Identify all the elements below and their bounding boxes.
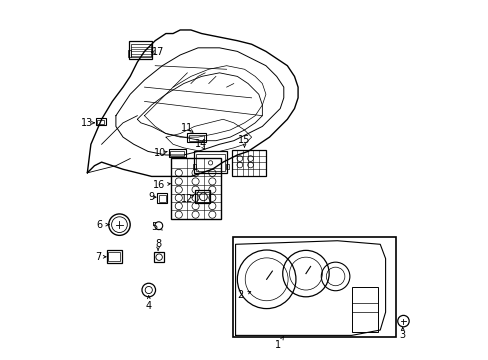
Bar [195, 190, 210, 203]
Bar [127, 50, 131, 58]
Bar [193, 164, 196, 169]
Bar [107, 250, 122, 263]
Text: 9: 9 [148, 192, 154, 202]
Text: 11: 11 [181, 123, 193, 133]
Bar [233, 237, 395, 337]
Text: 1: 1 [275, 340, 281, 350]
Text: 10: 10 [154, 148, 166, 158]
Bar [129, 41, 152, 59]
Text: 13: 13 [81, 118, 93, 128]
Bar [196, 154, 225, 171]
Bar [194, 152, 226, 173]
Bar [97, 120, 103, 124]
Bar [231, 150, 265, 176]
Bar [170, 158, 220, 219]
Text: 6: 6 [97, 220, 102, 230]
Text: 5: 5 [151, 222, 157, 232]
Bar [157, 193, 167, 203]
Text: 4: 4 [145, 301, 151, 311]
Bar [351, 287, 378, 332]
Bar [225, 164, 228, 169]
Bar [95, 118, 105, 125]
Text: 16: 16 [153, 180, 165, 190]
Bar [187, 133, 205, 142]
Bar [188, 135, 203, 141]
Bar [108, 252, 120, 261]
Text: 8: 8 [155, 239, 161, 249]
Bar [153, 252, 164, 262]
Bar [196, 192, 208, 202]
Bar [168, 149, 185, 157]
Bar [159, 195, 165, 202]
Bar [170, 151, 183, 156]
Text: 2: 2 [237, 290, 243, 300]
Text: 15: 15 [238, 135, 250, 145]
Text: 12: 12 [181, 194, 193, 203]
Text: 14: 14 [194, 139, 206, 149]
Bar [131, 44, 150, 57]
Text: 3: 3 [399, 330, 405, 341]
Text: 17: 17 [152, 47, 164, 57]
Text: 7: 7 [95, 252, 101, 262]
